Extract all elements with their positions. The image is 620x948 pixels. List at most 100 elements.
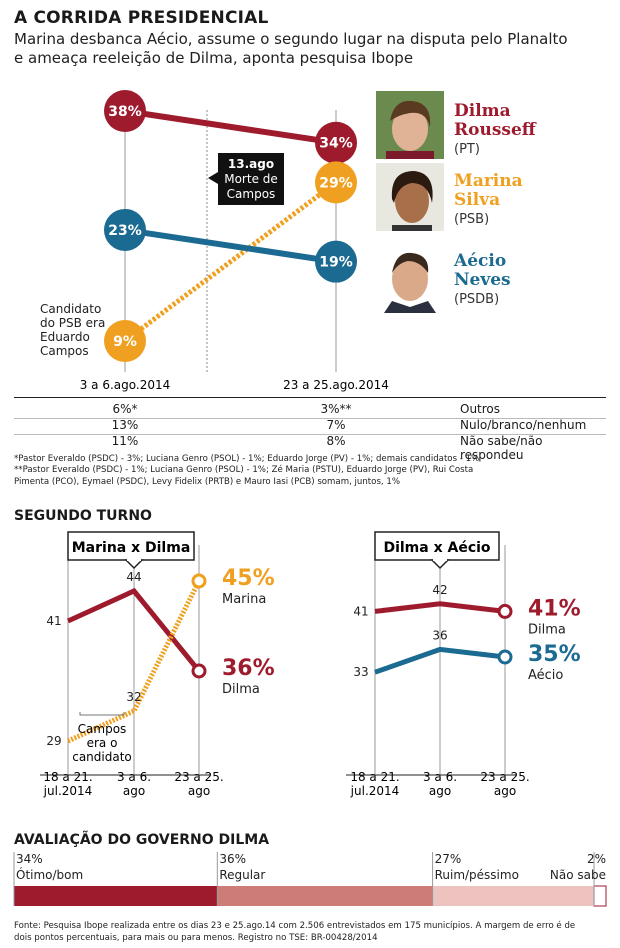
point-value-label: 36 <box>432 628 447 642</box>
campos-note-2: era o <box>87 736 118 750</box>
subtitle-line-2: e ameaça reeleição de Dilma, aponta pesq… <box>14 49 414 67</box>
psb-note-line-2: do PSB era <box>40 316 105 330</box>
point-value-label: 33 <box>353 665 368 679</box>
data-point <box>315 121 357 164</box>
end-point <box>191 573 207 589</box>
approval-category-label: Regular <box>219 868 265 882</box>
psb-note-line-1: Candidato <box>40 302 101 316</box>
data-point <box>104 319 146 362</box>
x-tick-label-1: 3 a 6.ago.2014 <box>80 378 171 392</box>
approval-value-label: 2% <box>587 852 606 866</box>
end-series-label: Marina <box>222 592 266 607</box>
data-label: 23% <box>108 223 142 239</box>
end-series-label: Aécio <box>528 668 563 683</box>
table-cell-label: Outros <box>460 402 501 416</box>
end-series-label: Dilma <box>222 682 260 697</box>
marina-photo <box>376 163 444 231</box>
page-title: A CORRIDA PRESIDENCIAL <box>14 8 269 28</box>
end-point <box>497 649 513 665</box>
event-box <box>218 153 284 205</box>
approval-category-label: Não sabe <box>550 868 606 882</box>
campos-bracket <box>79 712 125 716</box>
marina-name-text: Marina Silva <box>454 171 523 210</box>
series-line-1 <box>123 180 338 343</box>
point-value-label: 44 <box>126 570 141 584</box>
page-subtitle: Marina desbanca Aécio, assume o segundo … <box>14 30 614 68</box>
section-title-avaliacao: AVALIAÇÃO DO GOVERNO DILMA <box>14 832 270 848</box>
table-cell: 8% <box>326 434 346 448</box>
approval-bar-3 <box>593 885 607 907</box>
marina-legend: Marina Silva (PSB) <box>454 171 534 228</box>
second-round-charts: Marina x Dilma 414436%Dilma293245%Marina… <box>40 531 581 798</box>
aecio-legend: Aécio Neves (PSDB) <box>454 252 534 308</box>
approval-value-label: 36% <box>219 852 246 866</box>
right-chart-title: Dilma x Aécio <box>383 540 490 556</box>
data-point <box>315 161 357 204</box>
psb-note-line-4: Campos <box>40 344 89 358</box>
dilma-name: Dilma Rousseff <box>454 101 536 140</box>
left-tick-2b: ago <box>123 784 145 798</box>
subtitle-line-1: Marina desbanca Aécio, assume o segundo … <box>14 30 568 48</box>
data-point <box>104 90 146 132</box>
x-tick-label-2: 23 a 25.ago.2014 <box>283 378 389 392</box>
table-row-outros: 6%* 3%** Outros <box>14 402 606 418</box>
approval-value-label: 34% <box>16 852 43 866</box>
event-line-1: 13.ago <box>228 157 274 171</box>
approval-bar-chart: 34%Ótimo/bom 36% Regular 27% Ruim/péssimo 2% N… <box>13 852 607 907</box>
dilma-party: (PT) <box>454 142 480 157</box>
table-footnotes: *Pastor Everaldo (PSDC) - 3%; Luciana Ge… <box>14 454 606 488</box>
right-tick-2b: ago <box>429 784 451 798</box>
aecio-name-text: Aécio Neves <box>454 251 511 290</box>
table-row-nulo: 13% 7% Nulo/branco/nenhum <box>14 418 606 434</box>
campos-note-3: candidato <box>72 750 132 764</box>
series-line-dilma <box>66 587 201 673</box>
aecio-name: Aécio Neves <box>454 252 534 290</box>
campos-note-1: Campos <box>78 722 127 736</box>
table-top-rule <box>14 397 606 398</box>
data-label: 34% <box>319 136 353 152</box>
table-cell-label: Nulo/branco/nenhum <box>460 418 587 432</box>
left-tick-2a: 3 a 6. <box>117 770 151 784</box>
series-line-aécio <box>374 646 506 675</box>
aecio-photo <box>376 245 444 313</box>
table-cell: 7% <box>326 418 346 432</box>
point-value-label: 42 <box>432 583 447 597</box>
footnote-2: **Pastor Everaldo (PSDC) - 1%; Luciana G… <box>14 465 474 476</box>
end-value-label: 35% <box>528 642 581 667</box>
end-point <box>497 603 513 619</box>
approval-bar-1 <box>217 886 433 906</box>
dilma-aecio-chart: Dilma x Aécio 41 42 41%Dilma 33 36 35%Aécio 1… <box>346 531 581 798</box>
right-tick-2a: 3 a 6. <box>423 770 457 784</box>
right-series-group: 41 42 41%Dilma 33 36 35%Aécio <box>353 583 580 683</box>
table-cell: 11% <box>111 434 139 448</box>
table-cell: 3%** <box>320 402 352 416</box>
marina-dilma-chart: Marina x Dilma 41 44 36%Dilma 29 32 45%Marina… <box>40 531 275 798</box>
event-annotation: 13.ago Morte de Campos <box>208 153 284 205</box>
dilma-name-text: Dilma Rousseff <box>454 101 536 140</box>
data-point <box>315 240 357 283</box>
marina-party: (PSB) <box>454 212 490 227</box>
point-value-label: 29 <box>46 734 61 748</box>
approval-category-label: Ótimo/bom <box>16 867 83 882</box>
data-label: 9% <box>113 334 137 350</box>
table-row-nao-sabe: 11% 8% Não sabe/não respondeu <box>14 434 606 462</box>
section-title-segundo-turno: SEGUNDO TURNO <box>14 508 152 524</box>
left-tick-3b: ago <box>188 784 210 798</box>
series-line-2 <box>124 226 337 265</box>
end-value-label: 41% <box>528 596 581 621</box>
psb-note-line-3: Eduardo <box>40 330 90 344</box>
right-tick-3b: ago <box>494 784 516 798</box>
data-label: 29% <box>319 175 353 191</box>
event-pointer <box>208 172 218 184</box>
right-tick-1a: 18 a 21. <box>350 770 399 784</box>
left-tick-1b: jul.2014 <box>43 784 93 798</box>
approval-bars-group: 34%Ótimo/bom 36% Regular 27% Ruim/péssimo 2% N… <box>13 852 607 907</box>
end-value-label: 45% <box>222 566 275 591</box>
dilma-photo <box>376 91 444 159</box>
left-series-group: 41 44 36%Dilma 29 32 45%Marina <box>46 566 274 748</box>
footnote-3: Pimenta (PCO), Eymael (PSDC), Levy Fidel… <box>14 476 401 487</box>
svg-text:18 a 21.: 18 a 21. <box>43 770 92 784</box>
point-value-label: 41 <box>46 614 61 628</box>
end-series-label: Dilma <box>528 622 566 637</box>
point-value-label: 41 <box>353 604 368 618</box>
